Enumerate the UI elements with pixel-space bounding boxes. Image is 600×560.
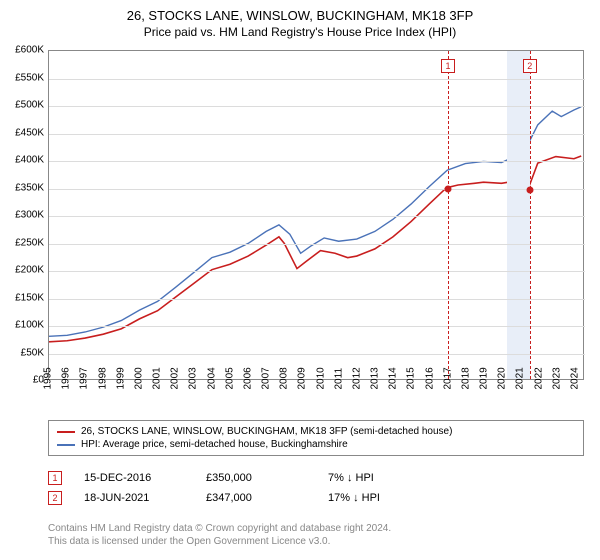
xtick-label: 2011 — [333, 368, 344, 390]
marker-box: 2 — [523, 59, 537, 73]
ytick-label: £600K — [15, 45, 44, 56]
sale-pct: 7% ↓ HPI — [328, 472, 374, 484]
xtick-label: 2000 — [133, 367, 144, 389]
xtick-label: 2023 — [551, 367, 562, 389]
legend-row: 26, STOCKS LANE, WINSLOW, BUCKINGHAM, MK… — [57, 425, 575, 438]
gridline — [49, 299, 585, 300]
sale-date: 18-JUN-2021 — [84, 492, 184, 504]
marker-line — [530, 51, 531, 379]
xtick-label: 2014 — [388, 367, 399, 389]
ytick-label: £150K — [15, 292, 44, 303]
sale-row: 1 15-DEC-2016 £350,000 7% ↓ HPI — [48, 468, 380, 488]
ytick-label: £450K — [15, 127, 44, 138]
xtick-label: 2022 — [533, 367, 544, 389]
sale-marker-icon: 2 — [48, 491, 62, 505]
series-line — [49, 156, 581, 342]
xtick-label: 2003 — [188, 367, 199, 389]
gridline — [49, 326, 585, 327]
xtick-label: 2020 — [497, 367, 508, 389]
xtick-label: 2015 — [406, 367, 417, 389]
sale-pct: 17% ↓ HPI — [328, 492, 380, 504]
xtick-label: 2024 — [569, 367, 580, 389]
ytick-label: £300K — [15, 210, 44, 221]
legend-label: HPI: Average price, semi-detached house,… — [81, 439, 348, 450]
ytick-label: £500K — [15, 100, 44, 111]
legend-swatch — [57, 444, 75, 446]
gridline — [49, 79, 585, 80]
chart-svg — [49, 51, 583, 379]
sale-dot — [445, 185, 452, 192]
xtick-label: 2018 — [460, 367, 471, 389]
gridline — [49, 244, 585, 245]
ytick-label: £550K — [15, 72, 44, 83]
footer: Contains HM Land Registry data © Crown c… — [48, 522, 391, 548]
xtick-label: 2005 — [224, 367, 235, 389]
xtick-label: 2012 — [351, 367, 362, 389]
ytick-label: £250K — [15, 237, 44, 248]
xtick-label: 2021 — [515, 367, 526, 389]
legend-label: 26, STOCKS LANE, WINSLOW, BUCKINGHAM, MK… — [81, 426, 452, 437]
xtick-label: 1996 — [61, 367, 72, 389]
ytick-label: £50K — [21, 347, 44, 358]
xtick-label: 1997 — [79, 367, 90, 389]
ytick-label: £350K — [15, 182, 44, 193]
xtick-label: 2007 — [261, 367, 272, 389]
footer-line2: This data is licensed under the Open Gov… — [48, 535, 391, 548]
xtick-label: 2008 — [279, 367, 290, 389]
xtick-label: 1995 — [43, 367, 54, 389]
xtick-label: 2001 — [152, 367, 163, 389]
sale-price: £350,000 — [206, 472, 306, 484]
xtick-label: 2010 — [315, 367, 326, 389]
sale-marker-icon: 1 — [48, 471, 62, 485]
marker-box: 1 — [441, 59, 455, 73]
xtick-label: 2006 — [242, 367, 253, 389]
shade-region — [507, 51, 531, 379]
footer-line1: Contains HM Land Registry data © Crown c… — [48, 522, 391, 535]
plot: 12 — [48, 50, 584, 380]
chart-title: 26, STOCKS LANE, WINSLOW, BUCKINGHAM, MK… — [0, 0, 600, 23]
legend: 26, STOCKS LANE, WINSLOW, BUCKINGHAM, MK… — [48, 420, 584, 456]
ytick-label: £100K — [15, 320, 44, 331]
sale-date: 15-DEC-2016 — [84, 472, 184, 484]
xtick-label: 1998 — [97, 367, 108, 389]
xtick-label: 1999 — [115, 367, 126, 389]
xtick-label: 2019 — [479, 367, 490, 389]
marker-line — [448, 51, 449, 379]
gridline — [49, 189, 585, 190]
gridline — [49, 161, 585, 162]
legend-swatch — [57, 431, 75, 433]
sale-dot — [526, 187, 533, 194]
sale-price: £347,000 — [206, 492, 306, 504]
ytick-label: £200K — [15, 265, 44, 276]
gridline — [49, 271, 585, 272]
chart-subtitle: Price paid vs. HM Land Registry's House … — [0, 23, 600, 39]
xtick-label: 2016 — [424, 367, 435, 389]
xtick-label: 2017 — [442, 367, 453, 389]
gridline — [49, 354, 585, 355]
legend-row: HPI: Average price, semi-detached house,… — [57, 438, 575, 451]
chart-area: 12 £0£50K£100K£150K£200K£250K£300K£350K£… — [48, 50, 584, 380]
gridline — [49, 106, 585, 107]
xtick-label: 2013 — [370, 367, 381, 389]
xtick-label: 2002 — [170, 367, 181, 389]
series-line — [49, 107, 581, 337]
xtick-label: 2009 — [297, 367, 308, 389]
gridline — [49, 134, 585, 135]
gridline — [49, 216, 585, 217]
xtick-label: 2004 — [206, 367, 217, 389]
ytick-label: £400K — [15, 155, 44, 166]
sale-row: 2 18-JUN-2021 £347,000 17% ↓ HPI — [48, 488, 380, 508]
sales-table: 1 15-DEC-2016 £350,000 7% ↓ HPI 2 18-JUN-2021… — [48, 468, 380, 508]
